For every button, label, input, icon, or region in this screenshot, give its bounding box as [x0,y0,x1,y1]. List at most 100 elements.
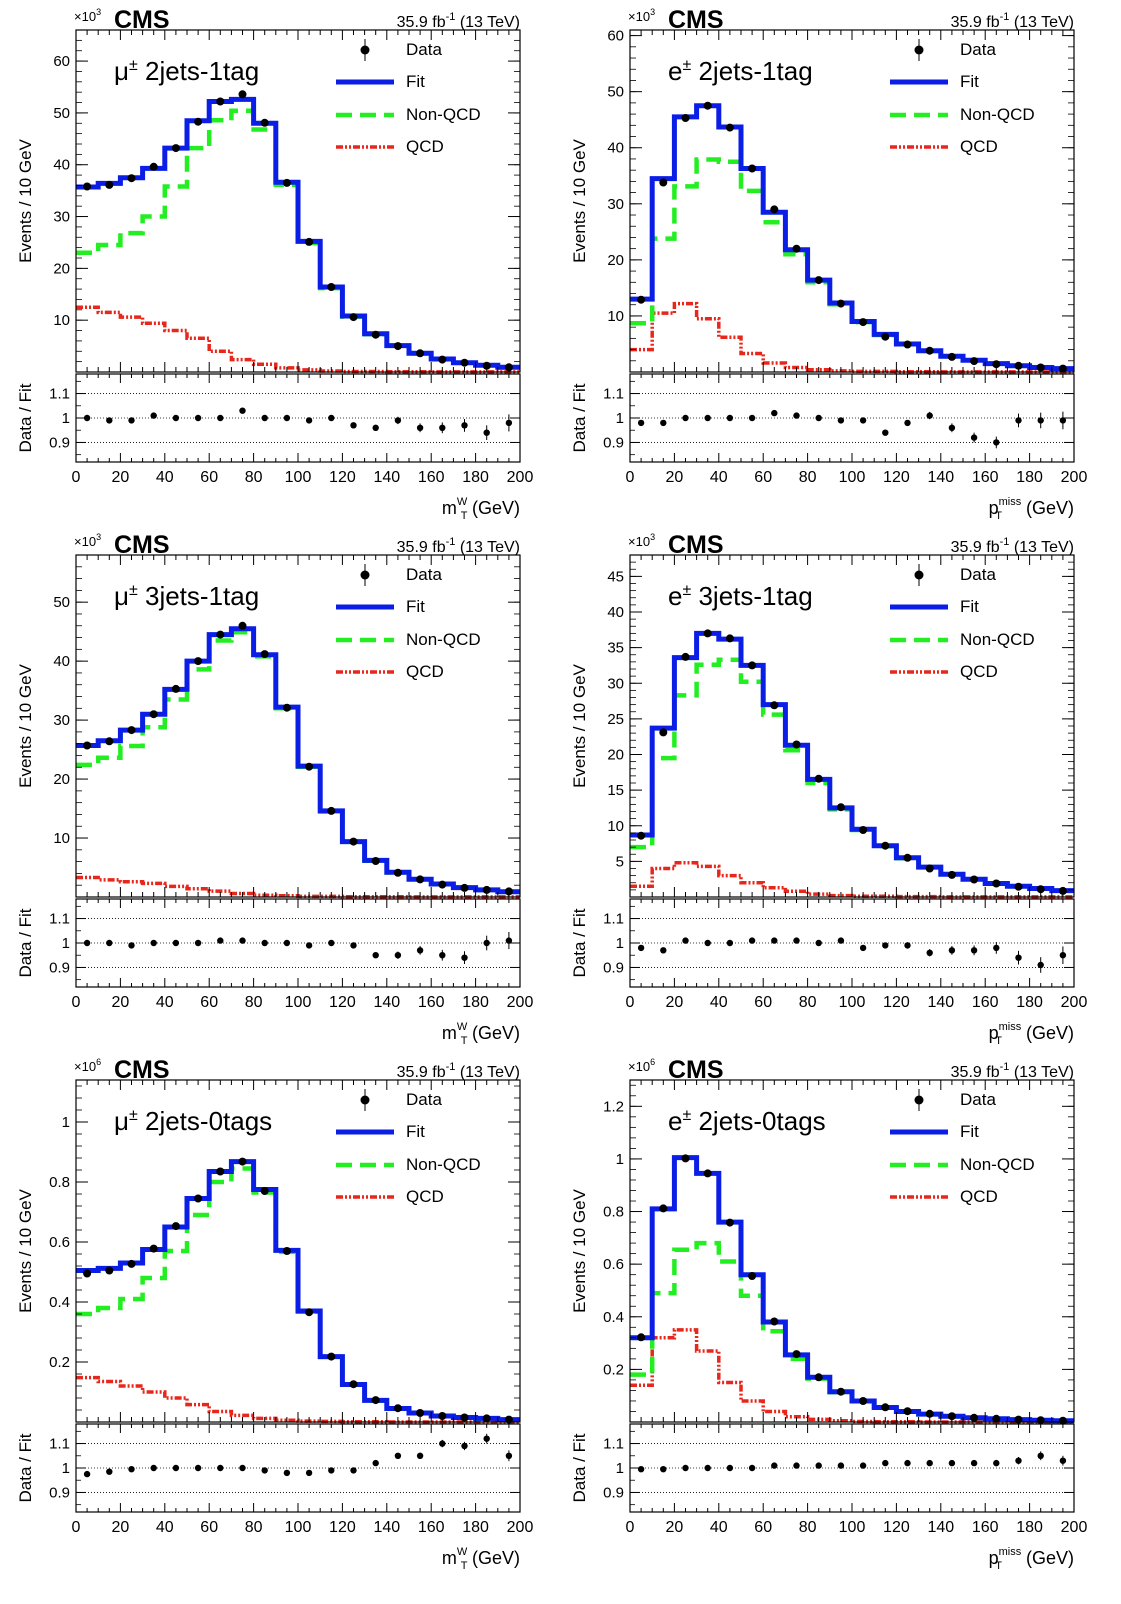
ratio-point [793,1462,800,1469]
panel-header: ×103 CMS 35.9 fb-1 (13 TeV) [74,531,520,559]
fit-series-line [630,1155,1074,1424]
ratio-point [83,1470,91,1478]
data-point [681,652,690,661]
legend-label-fit: Fit [960,597,979,616]
ratio-point [283,1469,291,1477]
ratio-point [904,1459,911,1467]
y-tick-label: 1 [62,1114,70,1131]
ratio-point [682,414,689,422]
x-tick-label: 160 [972,994,999,1011]
ratio-point [682,1464,689,1472]
ratio-point [372,1459,379,1467]
x-tick-label: 60 [754,1519,772,1536]
x-tick-label: 100 [839,1519,866,1536]
y-tick-label: 10 [607,308,624,325]
cms-label: CMS [668,531,724,559]
x-tick-label: 180 [462,469,489,486]
ratio-tick-label: 0.9 [603,434,624,451]
data-point [393,1404,402,1413]
y-tick-label: 40 [53,157,70,174]
ratio-point [993,1459,1000,1467]
legend: Data Fit Non-QCD QCD [336,39,481,156]
ratio-tick-label: 0.9 [49,1484,70,1501]
ratio-point [771,1462,778,1469]
data-point [748,164,757,173]
data-point [371,857,380,865]
legend-label-qcd: QCD [960,662,998,681]
data-point [659,178,668,187]
ratio-point [239,407,246,414]
ratio-point [217,1464,224,1472]
data-point [305,1308,314,1317]
fit-series-line [76,1159,520,1423]
x-tick-label: 0 [72,1519,81,1536]
ratio-point [970,1459,978,1467]
data-point [438,1412,447,1420]
y-tick-label: 50 [53,594,70,611]
ratio-point [771,409,778,417]
lumi-label: 35.9 fb-1 (13 TeV) [951,11,1074,31]
ratio-point [483,429,490,436]
legend-label-nonqcd: Non-QCD [406,1155,481,1174]
cms-label: CMS [114,531,170,559]
x-tick-label: 180 [1016,1519,1043,1536]
data-point [482,361,491,370]
ratio-point [748,414,756,422]
data-point [703,101,712,110]
x-tick-label: 180 [1016,994,1043,1011]
ratio-point [439,424,446,431]
ratio-point [993,944,1000,952]
data-point [194,117,203,126]
x-tick-label: 0 [626,469,635,486]
x-tick-label: 120 [329,1519,356,1536]
x-tick-label: 20 [666,1519,684,1536]
data-point [859,318,868,327]
ratio-point [748,937,756,944]
x-tick-label: 140 [927,1519,954,1536]
ratio-point [106,417,113,424]
ratio-point [128,417,135,424]
nonqcd-series-line [630,657,1074,893]
ratio-tick-label: 1 [616,1460,624,1477]
data-point [903,340,912,349]
ratio-point [926,949,933,956]
ratio-point [83,939,91,947]
x-tick-label: 120 [329,994,356,1011]
ratio-point [283,939,291,947]
y-tick-label: 10 [53,312,70,329]
ratio-tick-label: 1.1 [603,1436,624,1453]
x-axis-label: mW T (GeV) [442,1546,520,1572]
ratio-tick-label: 1 [62,410,70,427]
legend: Data Fit Non-QCD QCD [890,564,1035,681]
y-tick-label: 20 [53,260,70,277]
legend-label-qcd: QCD [406,1187,444,1206]
ratio-tick-label: 1.1 [49,1436,70,1453]
x-tick-label: 200 [507,469,534,486]
fit-series-line [76,626,520,895]
data-point [194,657,203,666]
data-point [925,346,934,355]
ratio-y-axis-label: Data / Fit [16,383,35,452]
data-point [260,650,269,659]
ratio-point [261,939,268,947]
y-tick-label: 1.2 [603,1098,624,1115]
channel-label: e± 2jets-1tag [668,56,813,86]
x-axis-label: pmiss T (GeV) [989,1021,1074,1047]
ratio-point [83,414,91,422]
x-tick-label: 180 [1016,469,1043,486]
y-tick-label: 40 [607,140,624,157]
y-tick-label: 50 [53,105,70,122]
legend-label-nonqcd: Non-QCD [960,1155,1035,1174]
ratio-point [394,1452,402,1460]
data-point [282,1247,291,1255]
ratio-point [483,1435,490,1442]
ratio-point [350,942,357,949]
legend-label-qcd: QCD [406,662,444,681]
data-point [970,875,979,884]
ratio-point [882,429,889,436]
data-point [1036,885,1045,894]
x-tick-label: 60 [200,1519,218,1536]
channel-label: μ± 2jets-0tags [114,1106,272,1136]
y-tick-label: 0.4 [49,1294,70,1311]
x-tick-label: 120 [329,469,356,486]
